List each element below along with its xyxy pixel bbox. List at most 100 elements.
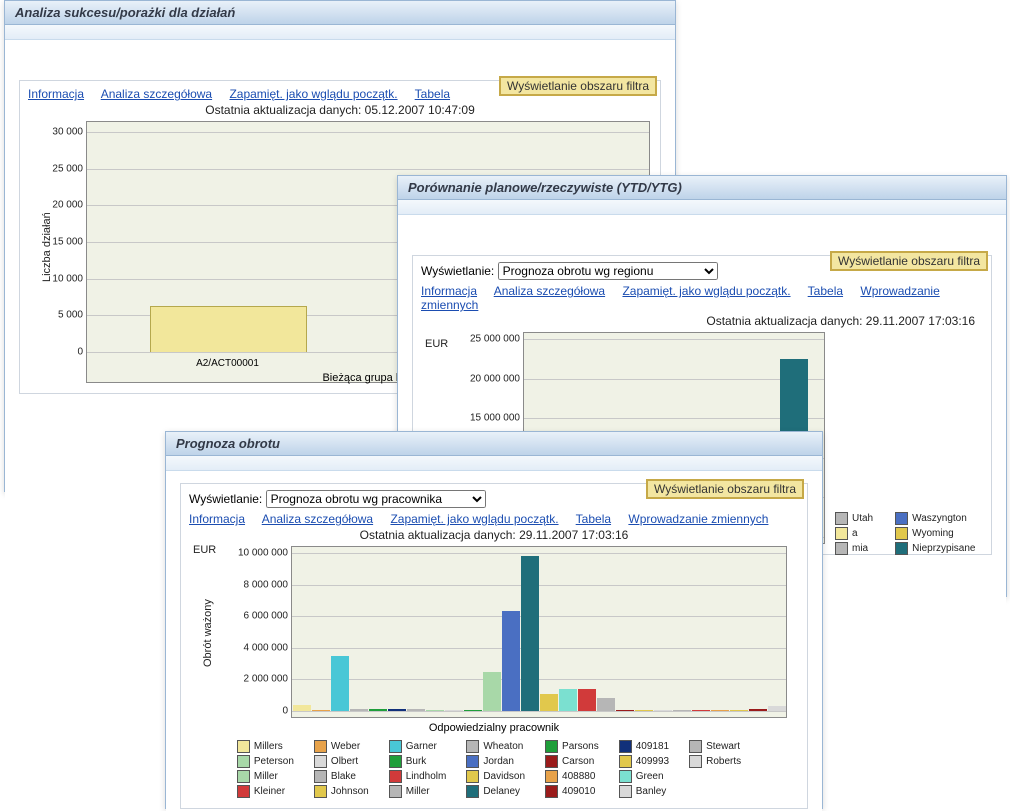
legend-item: Jordan	[466, 755, 525, 768]
legend-item: Wheaton	[466, 740, 525, 753]
panel3-xlabel: Odpowiedzialny pracownik	[187, 722, 801, 734]
panel2-links: Informacja Analiza szczegółowa Zapamięt.…	[421, 284, 985, 312]
link-info[interactable]: Informacja	[28, 87, 84, 101]
legend-item: Olbert	[314, 755, 369, 768]
bar	[635, 710, 653, 711]
panel1-update: Ostatnia aktualizacja danych: 05.12.2007…	[26, 103, 654, 117]
bar	[768, 706, 786, 711]
legend-item	[689, 785, 741, 798]
legend-item: Carson	[545, 755, 599, 768]
panel2-currency: EUR	[425, 338, 448, 350]
legend-item: Garner	[389, 740, 447, 753]
bar	[445, 710, 463, 711]
legend-item: Waszyngton	[895, 512, 975, 525]
legend-item: Utah	[835, 512, 873, 525]
legend-item: Blake	[314, 770, 369, 783]
legend-item	[689, 770, 741, 783]
bar	[331, 656, 349, 711]
panel1-subheader	[5, 25, 675, 40]
bar	[578, 689, 596, 711]
panel1-title: Analiza sukcesu/porażki dla działań	[5, 1, 675, 25]
bar	[150, 306, 307, 352]
legend-item: Roberts	[689, 755, 741, 768]
link-table[interactable]: Tabela	[415, 87, 450, 101]
display-select[interactable]: Prognoza obrotu wg regionu	[498, 262, 718, 280]
legend-item: Wyoming	[895, 527, 975, 540]
bar	[692, 710, 710, 711]
legend-item: Miller	[237, 770, 294, 783]
legend-item: Stewart	[689, 740, 741, 753]
legend-item: Miller	[389, 785, 447, 798]
display-label: Wyświetlanie:	[421, 264, 494, 278]
panel3-subheader	[166, 456, 822, 471]
link-table[interactable]: Tabela	[808, 284, 843, 298]
panel3-chart: Obrót ważony 02 000 0004 000 0006 000 00…	[291, 546, 787, 718]
panel-revenue-forecast: Prognoza obrotu Wyświetlanie obszaru fil…	[165, 431, 823, 809]
legend-item: Weber	[314, 740, 369, 753]
link-detail[interactable]: Analiza szczegółowa	[262, 512, 373, 526]
legend-item: Parsons	[545, 740, 599, 753]
legend-item: Davidson	[466, 770, 525, 783]
bar	[502, 611, 520, 711]
bar	[312, 710, 330, 711]
link-info[interactable]: Informacja	[189, 512, 245, 526]
bar	[369, 709, 387, 711]
link-vars[interactable]: Wprowadzanie zmiennych	[628, 512, 768, 526]
bar	[350, 709, 368, 711]
display-select[interactable]: Prognoza obrotu wg pracownika	[266, 490, 486, 508]
legend-item: Millers	[237, 740, 294, 753]
bar	[616, 710, 634, 711]
link-save[interactable]: Zapamięt. jako wglądu początk.	[229, 87, 397, 101]
link-detail[interactable]: Analiza szczegółowa	[101, 87, 212, 101]
bar	[540, 694, 558, 711]
filter-area-button[interactable]: Wyświetlanie obszaru filtra	[830, 251, 988, 271]
bar	[730, 710, 748, 711]
panel3-ylabel: Obrót ważony	[202, 599, 214, 667]
bar	[293, 705, 311, 711]
panel3-links: Informacja Analiza szczegółowa Zapamięt.…	[189, 512, 801, 526]
panel3-title: Prognoza obrotu	[166, 432, 822, 456]
panel3-legend: Millers Weber Garner Wheaton Parsons 409181 St…	[237, 740, 751, 798]
legend-item: 408880	[545, 770, 599, 783]
legend-item: Green	[619, 770, 669, 783]
legend-item: Nieprzypisane	[895, 542, 975, 555]
display-label: Wyświetlanie:	[189, 492, 262, 506]
panel2-legend: Utah Waszyngton a Wyoming mia Nieprzypisane	[835, 512, 985, 555]
link-table[interactable]: Tabela	[576, 512, 611, 526]
legend-item: Johnson	[314, 785, 369, 798]
panel2-subheader	[398, 200, 1006, 215]
panel3-currency: EUR	[193, 544, 216, 556]
filter-area-button[interactable]: Wyświetlanie obszaru filtra	[499, 76, 657, 96]
legend-item: Lindholm	[389, 770, 447, 783]
filter-area-button[interactable]: Wyświetlanie obszaru filtra	[646, 479, 804, 499]
legend-item: mia	[835, 542, 873, 555]
bar	[559, 689, 577, 711]
bar	[597, 698, 615, 711]
legend-item: Kleiner	[237, 785, 294, 798]
bar	[711, 710, 729, 711]
link-detail[interactable]: Analiza szczegółowa	[494, 284, 605, 298]
link-save[interactable]: Zapamięt. jako wglądu początk.	[622, 284, 790, 298]
bar	[388, 709, 406, 711]
panel3-update: Ostatnia aktualizacja danych: 29.11.2007…	[187, 528, 801, 542]
legend-item: 409010	[545, 785, 599, 798]
bar	[426, 710, 444, 711]
bar	[654, 710, 672, 711]
legend-item: 409181	[619, 740, 669, 753]
legend-item: Peterson	[237, 755, 294, 768]
panel2-update: Ostatnia aktualizacja danych: 29.11.2007…	[419, 314, 985, 328]
panel2-title: Porównanie planowe/rzeczywiste (YTD/YTG)	[398, 176, 1006, 200]
legend-item: Delaney	[466, 785, 525, 798]
legend-item: a	[835, 527, 873, 540]
legend-item: 409993	[619, 755, 669, 768]
link-save[interactable]: Zapamięt. jako wglądu początk.	[390, 512, 558, 526]
bar	[483, 672, 501, 711]
legend-item: Burk	[389, 755, 447, 768]
bar	[673, 710, 691, 711]
bar	[521, 556, 539, 711]
legend-item: Banley	[619, 785, 669, 798]
bar	[749, 709, 767, 711]
bar	[407, 709, 425, 711]
bar	[464, 710, 482, 711]
link-info[interactable]: Informacja	[421, 284, 477, 298]
